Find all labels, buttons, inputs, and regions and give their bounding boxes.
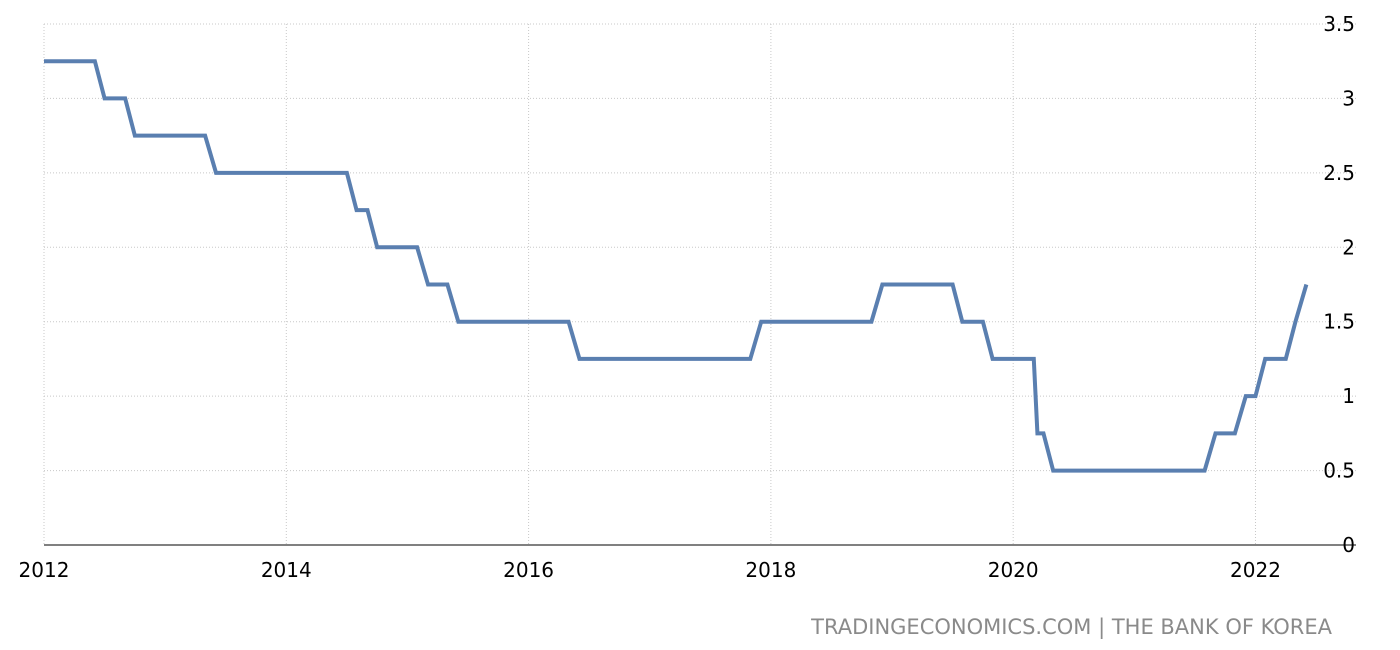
source-attribution[interactable]: TRADINGECONOMICS.COM | THE BANK OF KOREA	[811, 615, 1332, 639]
x-tick-label: 2012	[19, 558, 70, 582]
x-tick-label: 2018	[745, 558, 796, 582]
series-layer	[44, 59, 1309, 473]
y-tick-label: 0.5	[1323, 459, 1355, 483]
x-tick-label: 2022	[1230, 558, 1281, 582]
y-tick-label: 0	[1342, 533, 1355, 557]
y-tick-label: 2.5	[1323, 161, 1355, 185]
y-tick-label: 2	[1342, 235, 1355, 259]
y-tick-label: 1	[1342, 384, 1355, 408]
x-tick-label: 2020	[988, 558, 1039, 582]
tick-label-layer: 0 0.5 1 1.5 2 2.5 3 3.5 2012 2014 2016 2018 2020 2022	[19, 12, 1355, 582]
y-tick-label: 3.5	[1323, 12, 1355, 36]
x-tick-label: 2014	[261, 558, 312, 582]
grid-layer	[43, 23, 1356, 545]
series-line[interactable]	[44, 59, 1309, 473]
x-tick-label: 2016	[503, 558, 554, 582]
y-tick-label: 3	[1342, 86, 1355, 110]
y-tick-label: 1.5	[1323, 310, 1355, 334]
